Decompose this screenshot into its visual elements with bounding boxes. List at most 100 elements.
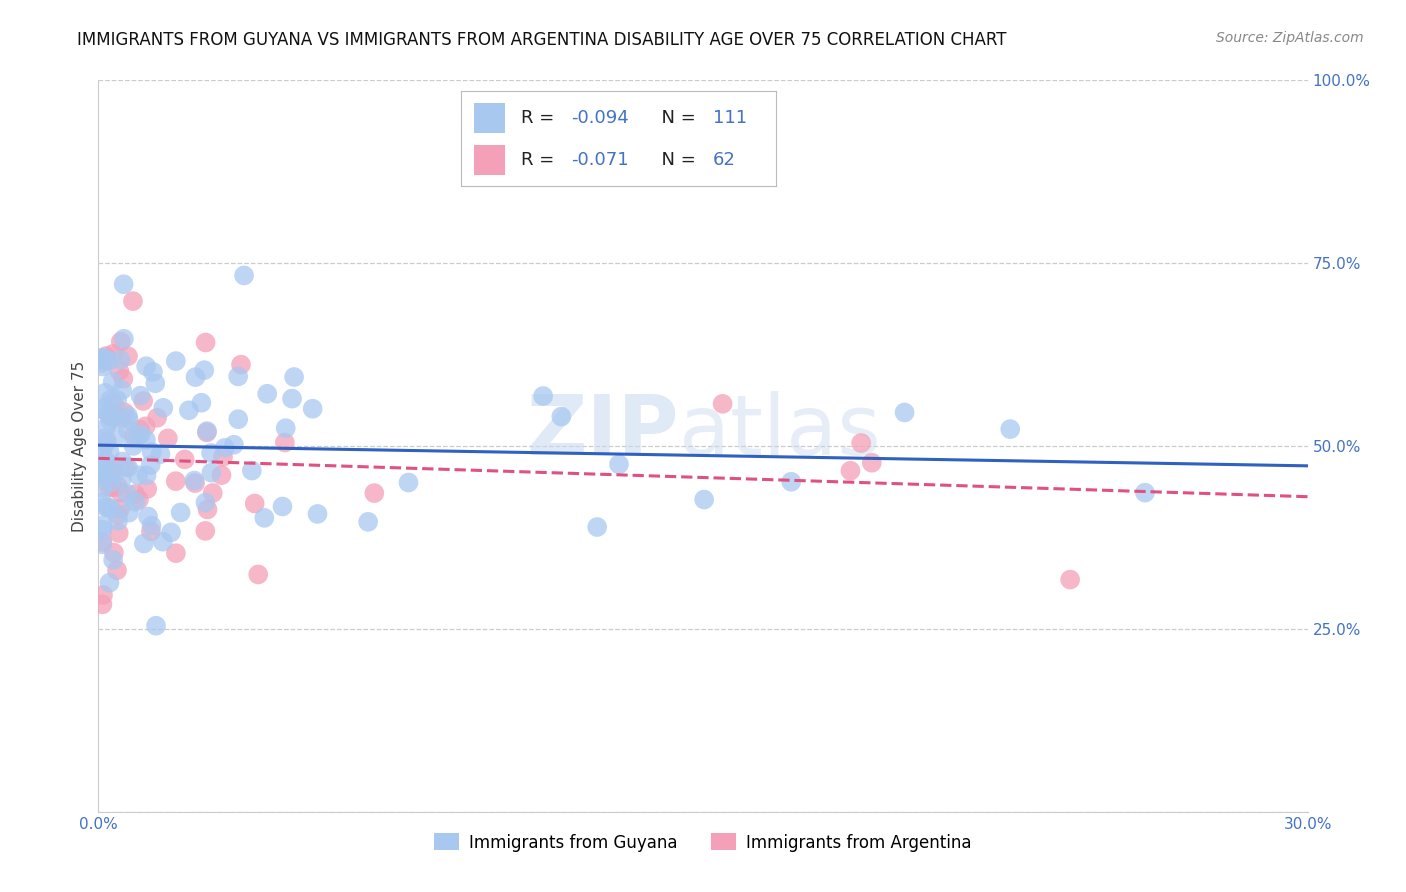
Point bbox=[129, 427, 152, 442]
Point bbox=[177, 403, 200, 417]
Point bbox=[129, 389, 152, 403]
Point bbox=[94, 385, 117, 400]
Point bbox=[94, 462, 117, 476]
Point bbox=[190, 396, 212, 410]
Point bbox=[100, 501, 122, 516]
Point bbox=[94, 453, 117, 467]
Point bbox=[839, 464, 862, 478]
Point bbox=[108, 364, 131, 378]
Point bbox=[550, 409, 572, 424]
Point bbox=[105, 563, 128, 577]
Point bbox=[91, 598, 114, 612]
Point bbox=[127, 468, 149, 483]
Point bbox=[141, 518, 163, 533]
Point bbox=[693, 492, 716, 507]
Point bbox=[139, 524, 162, 539]
Point bbox=[110, 485, 132, 500]
Point bbox=[91, 518, 114, 533]
Point bbox=[222, 438, 245, 452]
Point bbox=[91, 468, 114, 483]
Point bbox=[357, 515, 380, 529]
Point bbox=[91, 351, 114, 365]
Point bbox=[274, 435, 297, 450]
Point bbox=[212, 450, 235, 464]
Point bbox=[135, 433, 157, 447]
Point bbox=[111, 383, 134, 397]
Point bbox=[253, 511, 276, 525]
Point bbox=[117, 487, 139, 501]
Point bbox=[117, 423, 139, 437]
Point bbox=[195, 424, 218, 438]
Point bbox=[586, 520, 609, 534]
Point bbox=[97, 464, 120, 478]
Point bbox=[139, 458, 162, 472]
Point bbox=[194, 524, 217, 538]
Point bbox=[135, 419, 157, 434]
Point bbox=[91, 402, 114, 417]
Point bbox=[98, 392, 121, 407]
Point bbox=[103, 467, 125, 481]
Point bbox=[91, 359, 114, 374]
Point bbox=[98, 444, 121, 458]
Point bbox=[91, 356, 114, 370]
Point bbox=[128, 423, 150, 437]
Point bbox=[142, 365, 165, 379]
Point bbox=[152, 534, 174, 549]
Point bbox=[226, 369, 249, 384]
Point bbox=[307, 507, 329, 521]
Point bbox=[118, 506, 141, 520]
Point bbox=[91, 442, 114, 457]
Point bbox=[780, 475, 803, 489]
Point bbox=[194, 495, 217, 509]
Point bbox=[91, 351, 114, 365]
Point bbox=[1000, 422, 1022, 436]
Point bbox=[135, 359, 157, 374]
Point bbox=[117, 349, 139, 363]
Point bbox=[91, 353, 114, 368]
Point bbox=[117, 412, 139, 426]
Point bbox=[107, 508, 129, 522]
Point bbox=[145, 618, 167, 632]
Point bbox=[100, 409, 122, 423]
Point bbox=[112, 277, 135, 292]
Point bbox=[101, 553, 124, 567]
Point bbox=[97, 466, 120, 480]
Point bbox=[211, 468, 233, 483]
Point bbox=[135, 468, 157, 483]
Point bbox=[94, 469, 117, 483]
Point bbox=[100, 475, 122, 490]
Point bbox=[247, 567, 270, 582]
Point bbox=[98, 480, 121, 494]
Point bbox=[93, 460, 115, 475]
Point bbox=[165, 546, 187, 560]
Point bbox=[110, 334, 132, 349]
Point bbox=[91, 588, 114, 602]
Point bbox=[101, 375, 124, 389]
Point bbox=[183, 474, 205, 488]
Text: Source: ZipAtlas.com: Source: ZipAtlas.com bbox=[1216, 31, 1364, 45]
Point bbox=[117, 409, 139, 423]
Point bbox=[226, 412, 249, 426]
Point bbox=[91, 481, 114, 495]
Point bbox=[274, 421, 297, 435]
Point bbox=[94, 500, 117, 514]
Point bbox=[96, 349, 118, 363]
Point bbox=[103, 395, 125, 409]
Text: IMMIGRANTS FROM GUYANA VS IMMIGRANTS FROM ARGENTINA DISABILITY AGE OVER 75 CORRE: IMMIGRANTS FROM GUYANA VS IMMIGRANTS FRO… bbox=[77, 31, 1007, 49]
Point bbox=[301, 401, 323, 416]
Point bbox=[91, 495, 114, 509]
Point bbox=[112, 372, 135, 386]
Point bbox=[111, 472, 134, 486]
Point bbox=[124, 487, 146, 501]
Point bbox=[91, 467, 114, 482]
Point bbox=[197, 502, 219, 516]
Point bbox=[105, 429, 128, 443]
Point bbox=[93, 432, 115, 446]
Point bbox=[112, 332, 135, 346]
Point bbox=[132, 536, 155, 550]
Point bbox=[283, 370, 305, 384]
Point bbox=[132, 394, 155, 409]
Point bbox=[105, 392, 128, 407]
Point bbox=[107, 514, 129, 528]
Point bbox=[194, 335, 217, 350]
